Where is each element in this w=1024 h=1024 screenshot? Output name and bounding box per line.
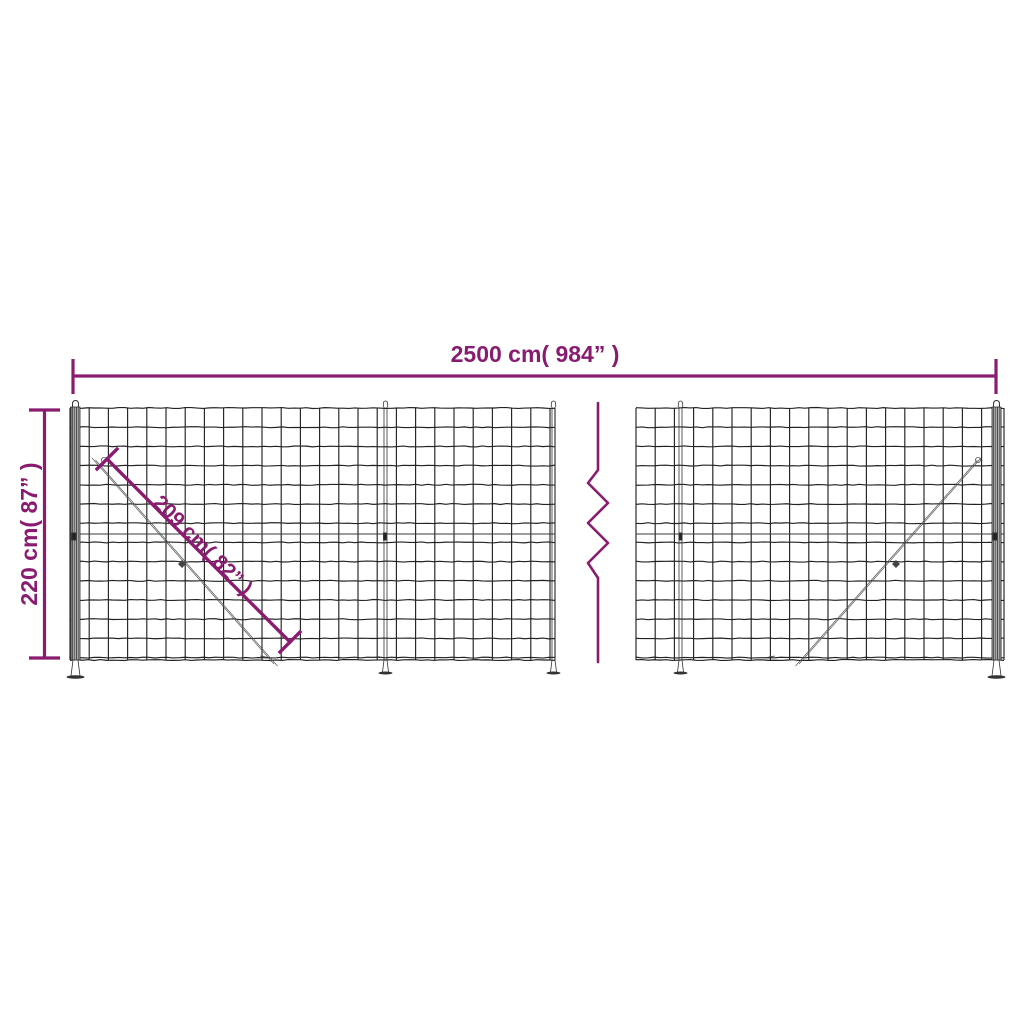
svg-text:2500 cm( 984” ): 2500 cm( 984” ) [451,341,620,367]
svg-text:220 cm( 87” ): 220 cm( 87” ) [16,462,42,605]
